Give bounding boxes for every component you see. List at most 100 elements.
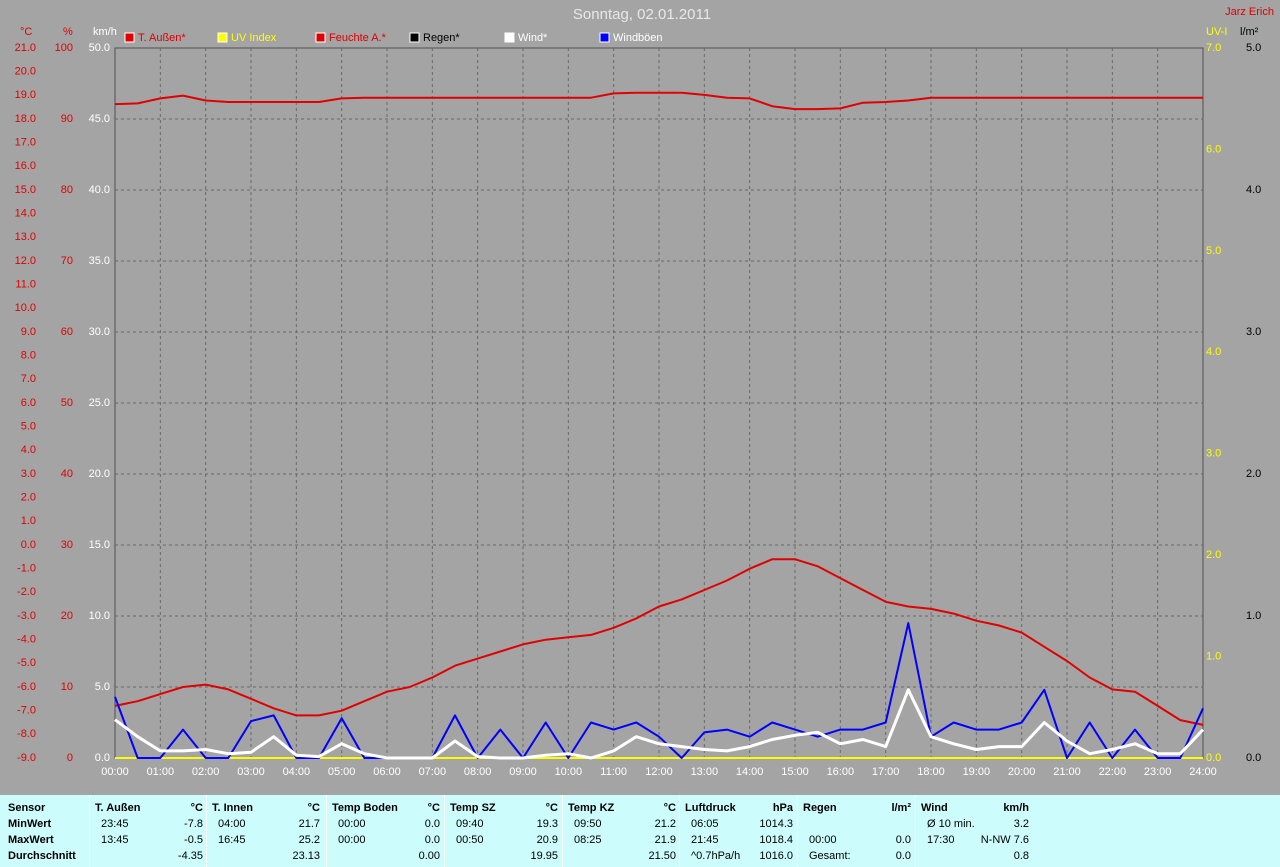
row-label: Sensor [8, 802, 46, 814]
y-tick-label: 7.0 [1206, 42, 1221, 54]
stat-value: 0.00 [418, 850, 440, 862]
x-tick-label: 05:00 [328, 766, 356, 778]
stat-value: 0.0 [895, 834, 911, 846]
y-tick-label: 40.0 [89, 184, 110, 196]
stat-value: 0.8 [1013, 850, 1029, 862]
y-tick-label: 11.0 [15, 279, 36, 291]
y-tick-label: 12.0 [15, 255, 36, 267]
series-line [114, 558, 1204, 726]
column-separator [89, 795, 90, 867]
stat-label: 13:45 [101, 834, 129, 846]
stat-value: 23.13 [292, 850, 320, 862]
x-tick-label: 19:00 [963, 766, 991, 778]
series-line [114, 622, 1204, 759]
x-tick-label: 11:00 [600, 766, 627, 778]
stat-label: ^0.7hPa/h [691, 850, 741, 862]
y-tick-label: 50 [61, 397, 73, 409]
y-tick-label: 100 [55, 42, 73, 54]
stat-value: 0.0 [424, 818, 440, 830]
column-title: Temp SZ [450, 802, 496, 814]
x-tick-label: 00:00 [101, 766, 129, 778]
y-tick-label: -9.0 [17, 752, 36, 764]
legend-label: Wind* [518, 32, 548, 44]
stat-value: 20.9 [536, 834, 558, 846]
stat-label: 04:00 [218, 818, 246, 830]
y-tick-label: 90 [61, 113, 73, 125]
y-tick-label: -3.0 [17, 610, 36, 622]
chart: Sonntag, 02.01.2011 Jarz Erich 00:00 01:0… [15, 6, 1274, 778]
y-tick-label: 3.0 [1246, 326, 1261, 338]
y-tick-label: 25.0 [89, 397, 110, 409]
legend-swatch [124, 32, 135, 43]
y-tick-label: 5.0 [95, 681, 110, 693]
x-tick-label: 10:00 [555, 766, 583, 778]
x-tick-label: 03:00 [237, 766, 265, 778]
y-tick-label: -6.0 [17, 681, 36, 693]
stat-label: 06:05 [691, 818, 719, 830]
y-tick-label: -5.0 [17, 657, 36, 669]
column-title: Luftdruck [685, 802, 736, 814]
legend-label: Windböen [613, 32, 663, 44]
column-unit: °C [427, 802, 440, 814]
stat-label: 09:40 [456, 818, 484, 830]
y-tick-label: 0.0 [95, 752, 110, 764]
column-unit: °C [307, 802, 320, 814]
y-tick-label: 5.0 [1206, 245, 1221, 257]
column-title: Temp Boden [332, 802, 398, 814]
y-tick-label: -7.0 [17, 705, 36, 717]
column-unit: °C [545, 802, 558, 814]
x-tick-label: 24:00 [1189, 766, 1217, 778]
y-tick-label: 1.0 [21, 515, 36, 527]
y-tick-label: 40 [61, 468, 73, 480]
x-tick-label: 17:00 [872, 766, 900, 778]
legend-swatch [315, 32, 326, 43]
y-tick-label: 17.0 [15, 137, 36, 149]
y-tick-label: 10.0 [89, 610, 110, 622]
column-unit: hPa [772, 802, 793, 814]
column-unit: l/m² [891, 802, 911, 814]
x-tick-label: 20:00 [1008, 766, 1036, 778]
column-title: T. Außen [95, 802, 141, 814]
stat-value: 19.95 [530, 850, 558, 862]
stat-value: 3.2 [1013, 818, 1029, 830]
y-tick-label: 5.0 [1246, 42, 1261, 54]
y-tick-label: 4.0 [1246, 184, 1261, 196]
stat-label: 09:50 [574, 818, 602, 830]
column-separator [562, 795, 563, 867]
axis-unit: km/h [93, 26, 117, 38]
stat-value: 1016.0 [759, 850, 793, 862]
x-tick-label: 15:00 [781, 766, 809, 778]
y-tick-label: 15.0 [89, 539, 110, 551]
stat-value: N-NW 7.6 [980, 834, 1029, 846]
x-tick-label: 21:00 [1053, 766, 1081, 778]
y-tick-label: 50.0 [89, 42, 110, 54]
y-tick-label: 20.0 [89, 468, 110, 480]
x-tick-label: 01:00 [147, 766, 175, 778]
row-label: MinWert [8, 818, 52, 830]
column-unit: °C [190, 802, 203, 814]
stat-value: -0.5 [184, 834, 203, 846]
y-tick-label: 16.0 [15, 160, 36, 172]
y-tick-label: 4.0 [1206, 346, 1221, 358]
y-tick-label: 9.0 [21, 326, 36, 338]
stat-value: -7.8 [184, 818, 203, 830]
y-tick-label: 19.0 [15, 89, 36, 101]
x-tick-label: 14:00 [736, 766, 764, 778]
stat-value: 21.50 [648, 850, 676, 862]
y-tick-label: 1.0 [1206, 650, 1221, 662]
y-tick-label: 0.0 [1206, 752, 1221, 764]
column-title: Temp KZ [568, 802, 615, 814]
y-tick-label: 21.0 [15, 42, 36, 54]
stat-label: 08:25 [574, 834, 602, 846]
y-tick-label: 3.0 [21, 468, 36, 480]
column-separator [797, 795, 798, 867]
column-separator [326, 795, 327, 867]
y-tick-label: 14.0 [15, 208, 36, 220]
column-separator [206, 795, 207, 867]
y-tick-label: 3.0 [1206, 448, 1221, 460]
stat-value: 1014.3 [759, 818, 793, 830]
stat-label: 00:00 [809, 834, 837, 846]
x-tick-label: 04:00 [283, 766, 311, 778]
y-tick-label: 18.0 [15, 113, 36, 125]
